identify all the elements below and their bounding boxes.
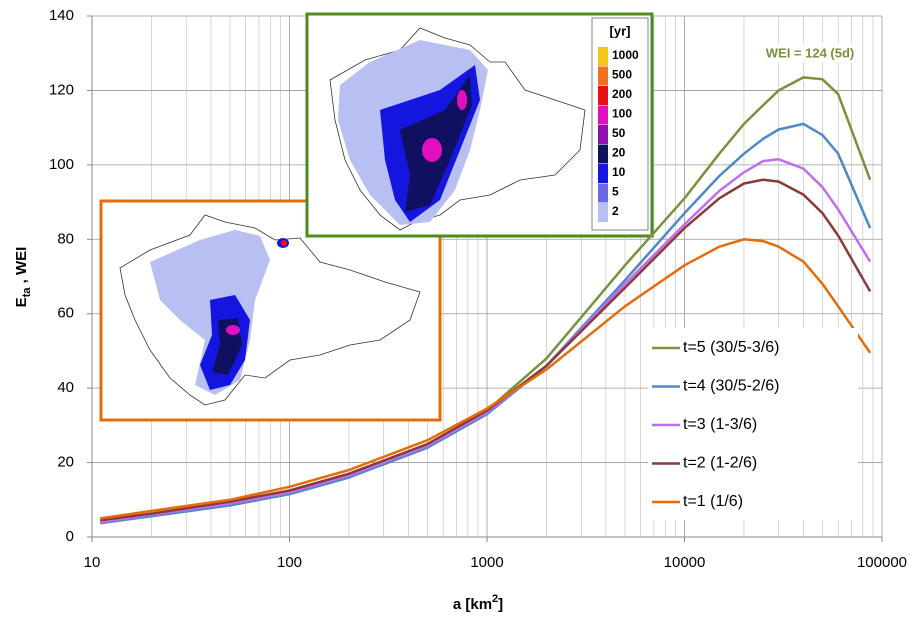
annotation-bg <box>761 43 859 63</box>
label-part: a [km <box>453 596 492 613</box>
y-tick-label: 80 <box>57 230 74 247</box>
x-tick-label: 100000 <box>857 554 907 571</box>
colorbar-label: 1000 <box>612 48 639 62</box>
series-line <box>100 178 872 522</box>
series-line <box>100 122 872 525</box>
legend-label: t=1 (1/6) <box>683 493 743 510</box>
legend-label: t=4 (30/5-2/6) <box>683 378 780 395</box>
legend-label: t=2 (1-2/6) <box>683 455 757 472</box>
series-line <box>100 238 872 520</box>
colorbar-label: 2 <box>612 204 619 218</box>
y-tick-label: 140 <box>49 7 74 24</box>
label-part: , WEI <box>13 247 30 288</box>
label-part: E <box>13 297 30 307</box>
colorbar-label: 500 <box>612 68 632 82</box>
map-region <box>281 240 287 246</box>
colorbar-label: 100 <box>612 107 632 121</box>
label-part: ta <box>21 287 33 298</box>
colorbar-label: 200 <box>612 87 632 101</box>
colorbar-swatch <box>598 105 608 125</box>
colorbar-swatch <box>598 144 608 164</box>
map-region <box>457 90 467 110</box>
y-tick-label: 60 <box>57 305 74 322</box>
legend-bg <box>648 328 858 520</box>
colorbar-label: 10 <box>612 165 626 179</box>
legend-label: t=5 (30/5-3/6) <box>683 339 780 356</box>
map-inset <box>305 12 654 238</box>
y-tick-label: 20 <box>57 454 74 471</box>
colorbar: [yr] 1000 500 200 100 50 20 10 5 2 <box>598 23 639 222</box>
colorbar-label: 5 <box>612 185 619 199</box>
label-part: 2 <box>492 593 498 605</box>
lines: WEI = 124 (5d) <box>100 43 872 525</box>
colorbar-swatch <box>598 125 608 144</box>
colorbar-label: 20 <box>612 146 626 160</box>
annotation: WEI = 124 (5d) <box>766 45 855 60</box>
x-tick-label: 10 <box>84 554 101 571</box>
x-tick-label: 100 <box>277 554 302 571</box>
colorbar-swatch <box>598 164 608 183</box>
x-tick-label: 1000 <box>470 554 503 571</box>
colorbar-swatch <box>598 203 608 222</box>
colorbar-swatch <box>598 183 608 203</box>
y-tick-label: 40 <box>57 379 74 396</box>
x-axis-label: a [km2] <box>453 593 503 613</box>
x-tick-label: 10000 <box>664 554 706 571</box>
series-line <box>100 158 872 524</box>
label-part: ] <box>498 596 503 613</box>
map-region <box>226 325 240 335</box>
colorbar-label: 50 <box>612 126 626 140</box>
y-axis-label: Eta , WEI <box>13 247 33 308</box>
map-region <box>422 138 442 162</box>
y-tick-label: 120 <box>49 81 74 98</box>
colorbar-swatch <box>598 86 608 105</box>
y-tick-label: 100 <box>49 156 74 173</box>
legend: t=5 (30/5-3/6) t=4 (30/5-2/6) t=3 (1-3/6) t… <box>648 328 858 520</box>
colorbar-swatch <box>598 66 608 86</box>
y-tick-label: 0 <box>66 528 74 545</box>
colorbar-swatch <box>598 47 608 66</box>
colorbar-title: [yr] <box>610 23 631 38</box>
legend-label: t=3 (1-3/6) <box>683 416 757 433</box>
